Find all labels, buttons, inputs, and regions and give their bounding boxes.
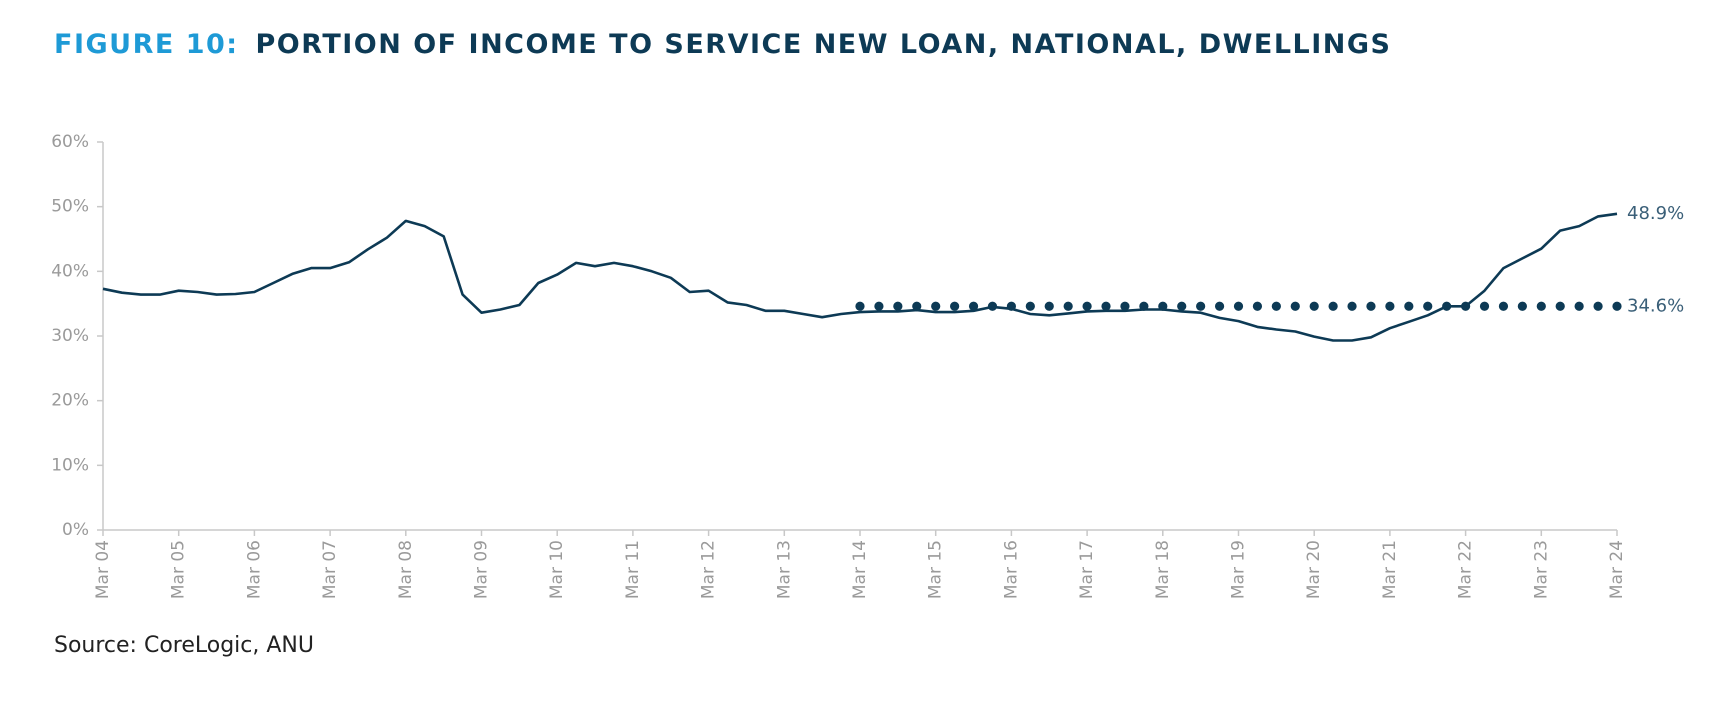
y-tick-label: 50% <box>51 197 89 217</box>
dot-marker <box>931 301 941 311</box>
dot-marker <box>1025 301 1035 311</box>
value-label: 48.9% <box>1627 203 1684 224</box>
dot-marker <box>1177 301 1187 311</box>
x-tick-label: Mar 19 <box>1229 540 1249 599</box>
x-tick-label: Mar 15 <box>926 540 946 599</box>
dot-marker <box>1271 301 1281 311</box>
figure-label: FIGURE 10: <box>54 29 239 60</box>
x-tick-label: Mar 14 <box>850 540 870 599</box>
dot-marker <box>1139 301 1149 311</box>
dot-marker <box>1252 301 1263 311</box>
dot-marker <box>1385 301 1395 311</box>
dot-marker <box>1290 301 1300 311</box>
dot-marker <box>1555 301 1565 311</box>
dot-marker <box>1404 301 1414 311</box>
dot-marker <box>874 301 884 311</box>
source: Source: CoreLogic, ANU <box>54 633 314 658</box>
y-tick-label: 0% <box>62 520 89 540</box>
x-tick-label: Mar 18 <box>1153 540 1173 599</box>
x-tick-label: Mar 11 <box>623 540 643 599</box>
dot-marker <box>968 301 979 311</box>
x-tick-label: Mar 07 <box>320 540 340 599</box>
x-tick-label: Mar 12 <box>699 540 719 599</box>
dot-marker <box>1366 301 1376 311</box>
y-tick-label: 40% <box>51 261 89 281</box>
dot-marker <box>1120 301 1130 311</box>
dot-marker <box>1082 301 1092 311</box>
x-tick-label: Mar 09 <box>472 540 492 599</box>
dot-marker <box>893 301 903 311</box>
x-tick-label: Mar 21 <box>1380 540 1400 599</box>
dot-marker <box>1309 301 1319 311</box>
value-label: 34.6% <box>1627 295 1684 316</box>
y-tick-label: 20% <box>51 391 89 411</box>
dot-marker <box>1233 301 1244 311</box>
y-tick-label: 60% <box>51 132 89 152</box>
dot-marker <box>1536 301 1546 311</box>
dot-marker <box>1214 301 1225 311</box>
dot-marker <box>1063 301 1073 311</box>
x-tick-label: Mar 23 <box>1531 540 1551 599</box>
dot-marker <box>1328 301 1338 311</box>
dot-marker <box>1517 301 1527 311</box>
data-line <box>102 212 1618 342</box>
x-tick-label: Mar 06 <box>244 540 264 599</box>
dot-marker <box>1574 301 1584 311</box>
x-tick-label: Mar 17 <box>1077 540 1097 599</box>
dot-marker <box>987 301 998 311</box>
x-tick-label: Mar 24 <box>1607 540 1627 599</box>
x-tick-label: Mar 22 <box>1456 540 1476 599</box>
title-text: PORTION OF INCOME TO SERVICE NEW LOAN, N… <box>256 29 1392 60</box>
chart-title: FIGURE 10: PORTION OF INCOME TO SERVICE … <box>54 29 1392 60</box>
x-tick-label: Mar 05 <box>169 540 189 599</box>
y-tick-label: 30% <box>51 326 89 346</box>
x-tick-label: Mar 13 <box>774 540 794 599</box>
x-tick-label: Mar 16 <box>1001 540 1021 599</box>
dot-marker <box>855 301 865 311</box>
y-tick-label: 10% <box>51 455 89 475</box>
dot-marker <box>1423 301 1433 311</box>
dot-marker <box>1612 301 1622 311</box>
x-tick-label: Mar 08 <box>396 540 416 599</box>
dot-marker <box>912 301 922 311</box>
x-tick-label: Mar 20 <box>1304 540 1324 599</box>
dot-marker <box>1479 301 1490 311</box>
dot-marker <box>950 301 960 311</box>
dot-marker <box>1442 301 1452 311</box>
dot-marker <box>1044 301 1054 311</box>
dot-marker <box>1101 301 1111 311</box>
dot-marker <box>1498 301 1509 311</box>
dot-marker <box>1158 301 1168 311</box>
x-tick-label: Mar 04 <box>93 540 113 599</box>
dot-marker <box>1593 301 1603 311</box>
dot-marker <box>1196 301 1206 311</box>
dot-marker <box>1461 301 1471 311</box>
dot-marker <box>1347 301 1357 311</box>
x-tick-label: Mar 10 <box>547 540 567 599</box>
dot-marker <box>1006 301 1017 311</box>
